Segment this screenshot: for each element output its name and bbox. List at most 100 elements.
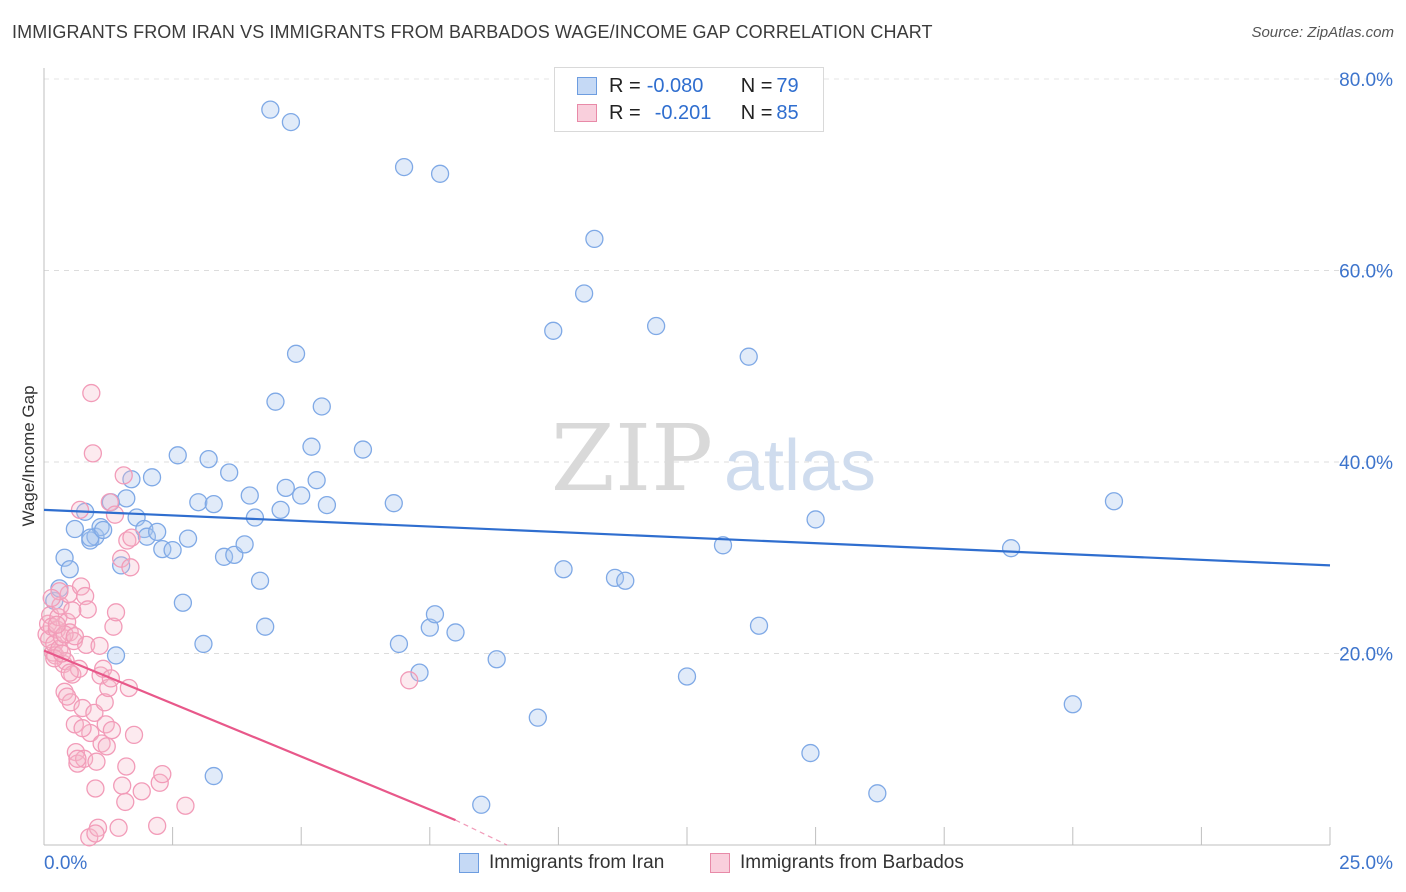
barbados-point: [47, 615, 67, 634]
barbados-point: [78, 600, 97, 619]
iran-point: [739, 347, 758, 366]
iran-point: [106, 646, 126, 665]
iran-point: [178, 529, 198, 548]
iran-point: [317, 495, 337, 515]
iran-point: [137, 527, 157, 546]
iran-point: [286, 344, 306, 363]
iran-point: [1001, 539, 1021, 558]
iran-point: [801, 743, 820, 763]
x-tick-label: 25.0%: [1339, 853, 1393, 874]
iran-point: [266, 392, 285, 411]
barbados-point: [117, 757, 136, 776]
chart-title: IMMIGRANTS FROM IRAN VS IMMIGRANTS FROM …: [12, 22, 933, 42]
iran-point: [312, 397, 331, 416]
barbados-point: [73, 698, 92, 718]
legend-row-iran: R = -0.080 N = 79: [577, 74, 799, 98]
barbados-point: [105, 505, 125, 524]
iran-point: [55, 548, 74, 567]
barbados-point: [109, 818, 128, 837]
iran-point: [302, 437, 321, 456]
iran-point: [554, 560, 573, 579]
iran-point: [1063, 695, 1082, 714]
barbados-point: [42, 588, 61, 608]
bottom-legend-barbados: Immigrants from Barbados: [710, 852, 964, 874]
iran-point: [204, 766, 223, 786]
bottom-legend-iran: Immigrants from Iran: [459, 852, 664, 874]
barbados-point: [113, 776, 132, 795]
barbados-point: [73, 719, 92, 738]
iran-point: [528, 708, 547, 727]
barbados-point: [116, 792, 135, 812]
iran-point: [472, 795, 491, 814]
barbados-point: [122, 528, 141, 547]
barbados-trend-line: [43, 649, 456, 822]
barbados-point: [82, 383, 101, 403]
barbados-point: [65, 627, 85, 646]
iran-point: [240, 486, 259, 505]
barbados-point: [86, 779, 105, 798]
x-tick-label: 0.0%: [44, 853, 87, 874]
barbados-point: [400, 671, 419, 690]
iran-point: [410, 663, 429, 682]
barbados-point: [60, 663, 79, 682]
barbados-point: [76, 586, 95, 606]
iran-point: [220, 463, 239, 482]
iran-point: [446, 623, 465, 642]
iran-trend-line: [43, 508, 1331, 567]
iran-point: [168, 446, 187, 465]
barbados-point: [106, 603, 126, 622]
iran-point: [353, 440, 373, 459]
iran-point: [292, 486, 311, 505]
source-label: Source: ZipAtlas.com: [1251, 24, 1394, 41]
iran-point: [204, 494, 223, 514]
barbados-point: [55, 682, 74, 701]
barbados-legend-icon: [710, 853, 730, 873]
legend-n-value: 85: [776, 101, 799, 124]
iran-point: [194, 634, 213, 654]
watermark-atlas: atlas: [724, 426, 876, 506]
legend-r-label: R =: [609, 74, 641, 97]
iran-point: [806, 510, 825, 529]
iran-point: [616, 571, 635, 590]
iran-point: [189, 493, 208, 512]
iran-point: [117, 489, 136, 508]
iran-legend-label: Immigrants from Iran: [489, 852, 665, 873]
iran-point: [585, 229, 604, 249]
correlation-legend: R = -0.080 N = 79 R = -0.201 N = 85: [554, 67, 824, 132]
barbados-point: [114, 466, 133, 485]
iran-point: [384, 494, 403, 513]
iran-point: [677, 667, 697, 686]
iran-point: [276, 478, 295, 498]
barbados-point: [148, 816, 167, 835]
barbados-point: [104, 617, 123, 636]
iran-point: [487, 650, 506, 669]
barbados-legend-label: Immigrants from Barbados: [740, 852, 964, 873]
iran-point: [574, 284, 594, 303]
barbados-point: [90, 636, 109, 655]
barbados-point: [132, 782, 151, 801]
iran-point: [605, 568, 625, 588]
iran-point: [544, 321, 563, 340]
legend-r-label: R =: [609, 101, 641, 124]
legend-row-barbados: R = -0.201 N = 85: [577, 101, 799, 125]
barbados-point: [57, 687, 77, 706]
iran-point: [60, 560, 79, 579]
iran-point: [245, 508, 265, 527]
iran-point: [394, 157, 414, 177]
barbados-point: [63, 601, 82, 620]
iran-point: [430, 164, 450, 183]
y-tick-label: 20.0%: [1339, 645, 1393, 666]
iran-point: [235, 535, 254, 554]
legend-n-value: 79: [776, 74, 799, 97]
barbados-swatch-icon: [577, 104, 597, 122]
iran-point: [94, 520, 113, 540]
iran-point: [646, 316, 666, 336]
y-tick-label: 80.0%: [1339, 70, 1393, 91]
barbados-point: [176, 796, 195, 815]
y-axis-label: Wage/Income Gap: [19, 385, 38, 526]
barbados-point: [68, 749, 87, 768]
iran-point: [271, 500, 290, 520]
barbados-point: [92, 734, 111, 753]
barbados-point: [70, 500, 90, 520]
barbados-point: [95, 693, 114, 712]
